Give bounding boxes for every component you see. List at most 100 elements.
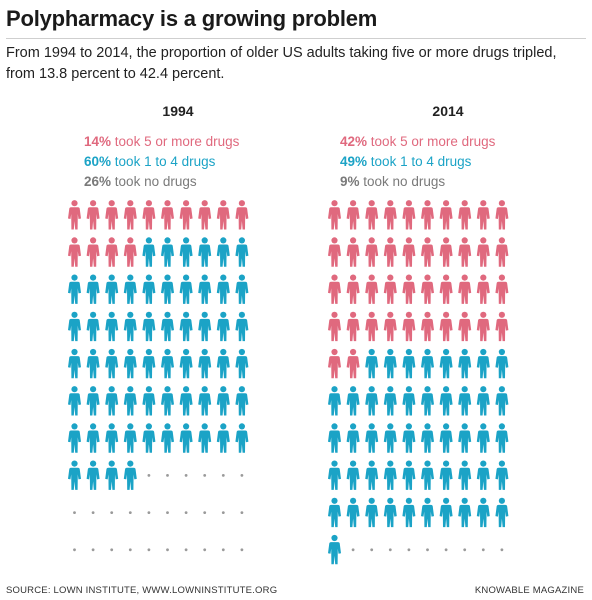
empty-dot: [184, 548, 188, 552]
person-icon: [123, 386, 137, 416]
person-icon: [216, 200, 230, 230]
person-icon: [68, 200, 81, 230]
person-icon: [421, 386, 434, 416]
person-icon: [439, 274, 453, 304]
person-icon: [328, 497, 341, 528]
person-icon: [439, 237, 453, 267]
person-icon: [495, 423, 509, 453]
person-icon: [216, 274, 230, 304]
legend-one-to-four-pct: 60%: [84, 154, 112, 169]
person-icon: [198, 348, 212, 379]
person-icon: [235, 348, 249, 379]
person-icon: [68, 237, 81, 267]
empty-dot: [407, 548, 411, 552]
person-icon: [86, 423, 100, 453]
person-icon: [365, 423, 379, 453]
person-icon: [123, 423, 137, 453]
person-icon: [123, 200, 137, 230]
person-icon: [495, 386, 509, 416]
person-icon: [198, 200, 212, 230]
person-icon: [365, 497, 379, 528]
person-icon: [402, 200, 416, 230]
empty-dot: [221, 474, 225, 477]
person-icon: [161, 237, 174, 267]
person-icon: [105, 237, 119, 267]
person-icon: [495, 200, 509, 230]
person-icon: [365, 200, 379, 230]
legend-five-plus: 14% took 5 or more drugs: [84, 132, 318, 152]
person-icon: [421, 497, 434, 528]
person-icon: [216, 423, 230, 453]
panel-legend: 42% took 5 or more drugs 49% took 1 to 4…: [320, 132, 580, 192]
person-icon: [86, 460, 100, 490]
person-icon: [105, 423, 119, 453]
person-icon: [235, 274, 249, 304]
person-icon: [439, 423, 453, 453]
empty-dot: [91, 548, 95, 552]
legend-none: 26% took no drugs: [84, 172, 318, 192]
person-icon: [365, 237, 379, 267]
person-icon: [86, 200, 100, 230]
empty-dot: [110, 511, 114, 514]
chart-title: Polypharmacy is a growing problem: [6, 6, 378, 31]
person-icon: [346, 200, 360, 230]
person-icon: [476, 386, 490, 416]
person-icon: [123, 237, 137, 267]
source-note: SOURCE: LOWN INSTITUTE, WWW.LOWNINSTITUT…: [6, 585, 278, 596]
person-icon: [439, 497, 453, 528]
person-icon: [476, 348, 490, 379]
person-icon: [161, 423, 174, 453]
pictogram-grid: [328, 200, 509, 565]
person-icon: [383, 274, 397, 304]
empty-dot: [388, 548, 392, 552]
person-icon: [161, 348, 174, 379]
person-icon: [402, 386, 416, 416]
legend-five-plus-label: took 5 or more drugs: [114, 134, 240, 149]
person-icon: [328, 423, 341, 453]
person-icon: [421, 348, 434, 379]
empty-dot: [203, 511, 207, 514]
person-icon: [86, 274, 100, 304]
person-icon: [328, 386, 341, 416]
person-icon: [86, 348, 100, 379]
person-icon: [105, 311, 119, 342]
empty-dot: [147, 548, 151, 552]
empty-dot: [481, 548, 485, 552]
person-icon: [458, 200, 472, 230]
person-icon: [68, 423, 81, 453]
person-icon: [328, 311, 341, 342]
person-icon: [402, 497, 416, 528]
person-icon: [495, 348, 509, 379]
empty-dot: [500, 548, 504, 552]
person-icon: [105, 460, 119, 490]
empty-dot: [184, 511, 188, 514]
person-icon: [365, 311, 379, 342]
person-icon: [86, 237, 100, 267]
title-divider: [6, 38, 586, 39]
person-icon: [458, 497, 472, 528]
empty-dot: [203, 474, 207, 477]
person-icon: [142, 237, 156, 267]
person-icon: [179, 200, 193, 230]
person-icon: [365, 460, 379, 490]
legend-one-to-four-pct: 49%: [340, 154, 368, 169]
person-icon: [383, 386, 397, 416]
person-icon: [476, 200, 490, 230]
legend-five-plus-label: took 5 or more drugs: [370, 134, 496, 149]
person-icon: [105, 274, 119, 304]
person-icon: [198, 423, 212, 453]
person-icon: [216, 386, 230, 416]
person-icon: [476, 460, 490, 490]
person-icon: [439, 200, 453, 230]
person-icon: [68, 311, 81, 342]
person-icon: [383, 423, 397, 453]
person-icon: [439, 386, 453, 416]
legend-one-to-four: 60% took 1 to 4 drugs: [84, 152, 318, 172]
panel-legend: 14% took 5 or more drugs 60% took 1 to 4…: [58, 132, 318, 192]
person-icon: [161, 386, 174, 416]
person-icon: [402, 348, 416, 379]
legend-five-plus: 42% took 5 or more drugs: [340, 132, 580, 152]
person-icon: [365, 348, 379, 379]
person-icon: [235, 386, 249, 416]
person-icon: [458, 423, 472, 453]
